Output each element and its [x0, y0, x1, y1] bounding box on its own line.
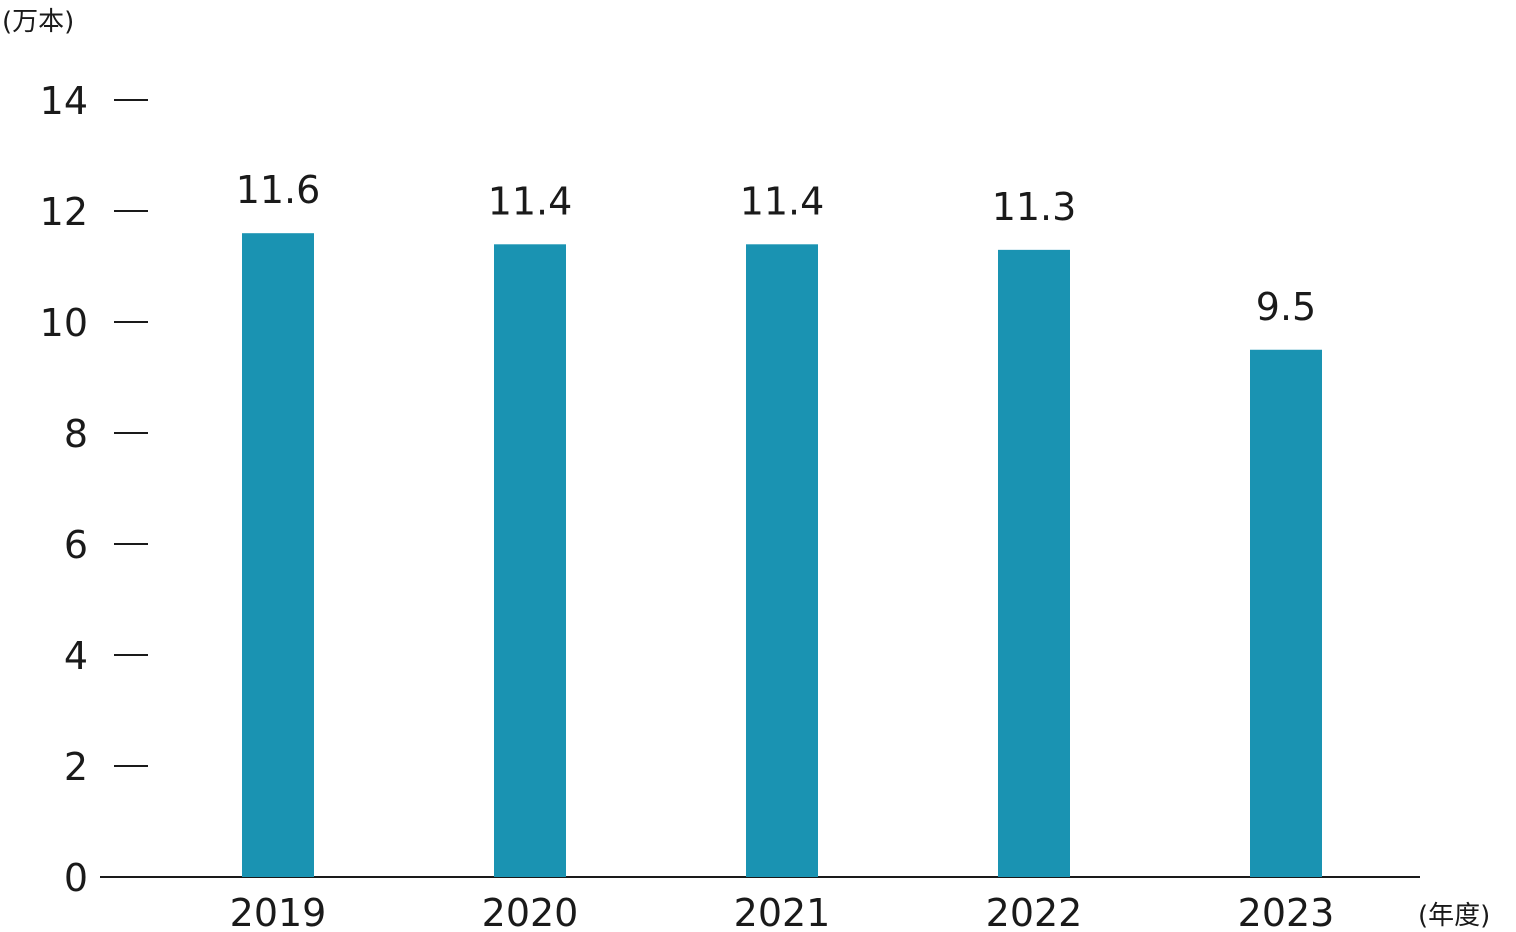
y-tick-label: 10: [40, 301, 88, 345]
bar-value-label: 11.4: [488, 179, 573, 223]
y-tick-label: 4: [64, 634, 88, 678]
bar-2023: [1250, 349, 1322, 877]
y-tick-label: 14: [40, 79, 88, 123]
bar-value-label: 11.3: [992, 185, 1077, 229]
y-tick-label: 0: [64, 856, 88, 900]
x-tick-label: 2023: [1238, 891, 1335, 932]
x-axis-unit: (年度): [1418, 901, 1490, 931]
x-tick-label: 2022: [986, 891, 1083, 932]
bar-2021: [746, 244, 818, 878]
y-axis-unit: (万本): [2, 7, 74, 37]
y-tick-label: 6: [64, 523, 88, 567]
y-tick-label: 8: [64, 412, 88, 456]
bar-value-label: 11.4: [740, 179, 825, 223]
x-tick-label: 2021: [734, 891, 831, 932]
bar-value-label: 11.6: [236, 168, 321, 212]
bar-value-label: 9.5: [1256, 285, 1316, 329]
x-tick-label: 2020: [482, 891, 579, 932]
y-tick-label: 12: [40, 190, 88, 234]
y-tick-label: 2: [64, 745, 88, 789]
bar-2019: [242, 233, 314, 877]
bar-2020: [494, 244, 566, 878]
bar-2022: [998, 249, 1070, 878]
x-tick-label: 2019: [230, 891, 327, 932]
